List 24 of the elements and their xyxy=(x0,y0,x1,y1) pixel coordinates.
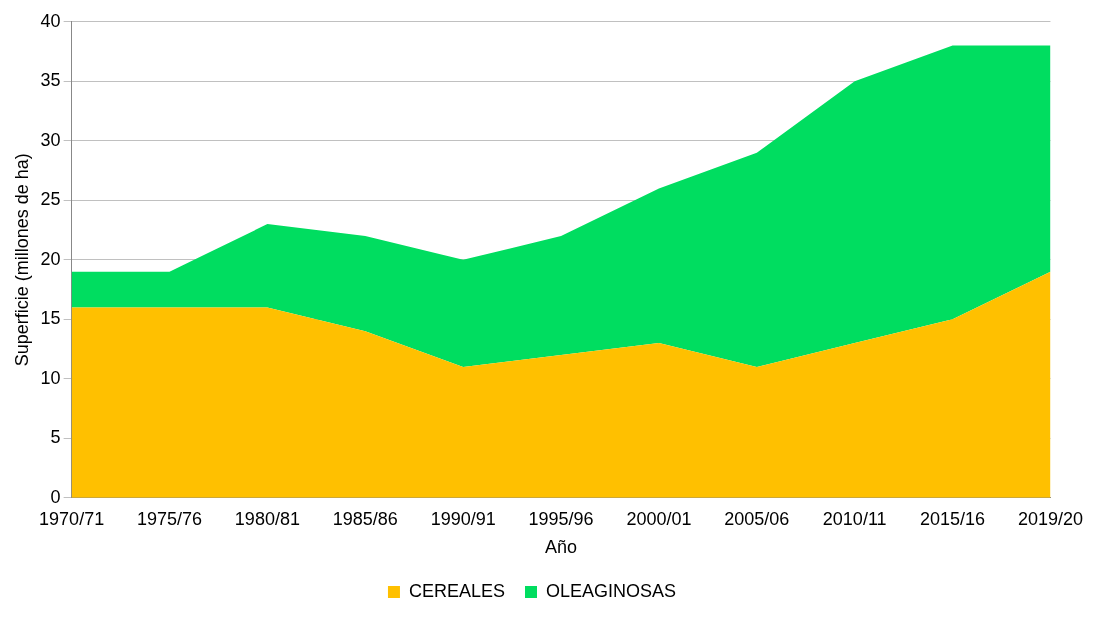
legend-label: CEREALES xyxy=(408,580,506,601)
x-tick-label: 1970/71 xyxy=(39,508,105,529)
x-tick-label: 1995/96 xyxy=(528,508,594,529)
y-tick-label: 40 xyxy=(40,10,61,31)
x-tick-label: 1980/81 xyxy=(234,508,300,529)
x-tick-label: 2010/11 xyxy=(822,508,887,529)
y-tick-label: 15 xyxy=(40,308,61,329)
legend-label: OLEAGINOSAS xyxy=(546,580,677,601)
y-tick-label: 5 xyxy=(50,427,61,448)
x-tick-label: 1990/91 xyxy=(430,508,496,529)
y-tick-label: 30 xyxy=(40,129,61,150)
y-tick-label: 0 xyxy=(50,486,61,507)
x-tick-label: 1975/76 xyxy=(136,508,203,529)
x-tick-label: 2019/20 xyxy=(1017,508,1084,529)
y-tick-label: 25 xyxy=(40,189,61,210)
y-tick-label: 10 xyxy=(40,367,61,388)
x-tick-label: 2000/01 xyxy=(626,508,692,529)
x-tick-label: 2005/06 xyxy=(724,508,790,529)
x-axis-title: Año xyxy=(545,537,578,558)
x-tick-label: 2015/16 xyxy=(920,508,986,529)
y-tick-label: 20 xyxy=(40,248,61,269)
y-axis-title: Superficie (millones de ha) xyxy=(11,153,32,367)
y-tick-label: 35 xyxy=(40,70,61,91)
x-tick-label: 1985/86 xyxy=(332,508,398,529)
